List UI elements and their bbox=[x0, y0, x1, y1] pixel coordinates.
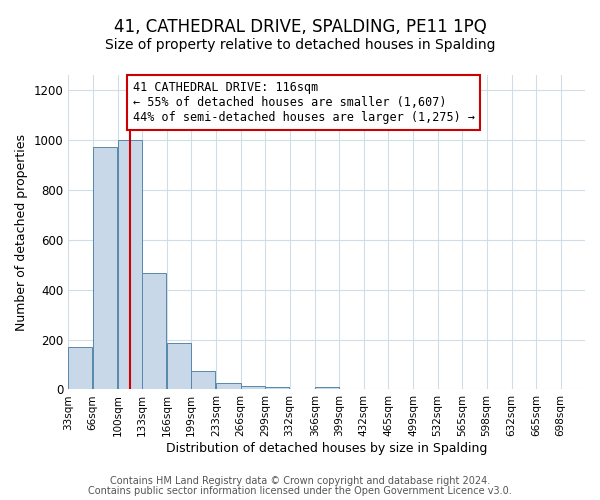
Bar bbox=[191, 370, 215, 390]
Bar bbox=[167, 344, 191, 390]
Text: 41 CATHEDRAL DRIVE: 116sqm
← 55% of detached houses are smaller (1,607)
44% of s: 41 CATHEDRAL DRIVE: 116sqm ← 55% of deta… bbox=[133, 81, 475, 124]
Bar bbox=[68, 347, 92, 390]
X-axis label: Distribution of detached houses by size in Spalding: Distribution of detached houses by size … bbox=[166, 442, 487, 455]
Y-axis label: Number of detached properties: Number of detached properties bbox=[15, 134, 28, 330]
Text: Contains HM Land Registry data © Crown copyright and database right 2024.: Contains HM Land Registry data © Crown c… bbox=[110, 476, 490, 486]
Bar bbox=[93, 148, 117, 390]
Bar bbox=[265, 387, 289, 390]
Bar bbox=[142, 274, 166, 390]
Text: 41, CATHEDRAL DRIVE, SPALDING, PE11 1PQ: 41, CATHEDRAL DRIVE, SPALDING, PE11 1PQ bbox=[113, 18, 487, 36]
Text: Size of property relative to detached houses in Spalding: Size of property relative to detached ho… bbox=[105, 38, 495, 52]
Bar bbox=[241, 386, 265, 390]
Bar bbox=[217, 383, 241, 390]
Bar bbox=[315, 387, 339, 390]
Text: Contains public sector information licensed under the Open Government Licence v3: Contains public sector information licen… bbox=[88, 486, 512, 496]
Bar bbox=[118, 140, 142, 390]
